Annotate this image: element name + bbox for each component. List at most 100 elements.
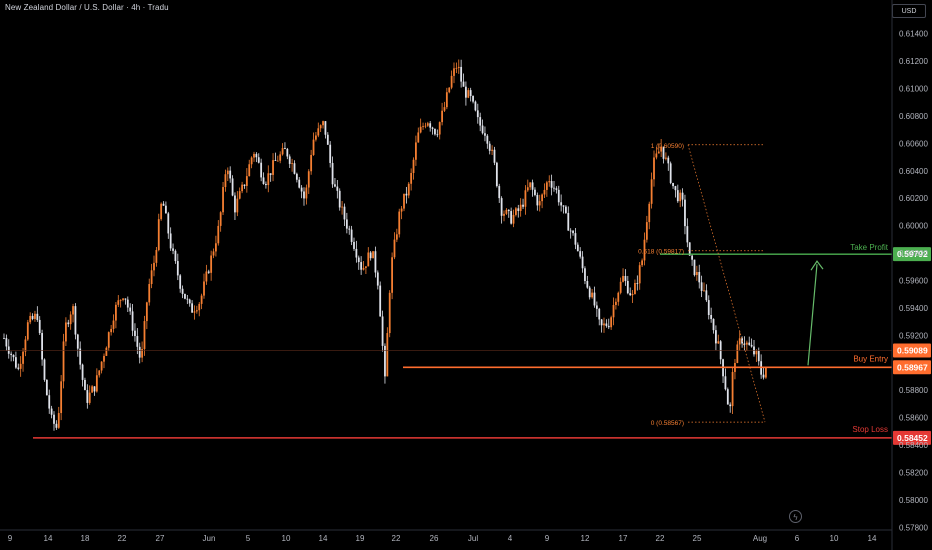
lightning-icon[interactable]: ϟ xyxy=(789,510,802,523)
time-axis: 9 14 18 22 27 Jun 5 10 14 19 22 26 Jul 4 9 12 17 22 25 Aug 6… xyxy=(0,529,892,543)
candle-body xyxy=(286,148,289,157)
stop-loss-price-tag xyxy=(893,430,931,445)
candle-body xyxy=(324,121,327,135)
y-tick-label: 0.59400 xyxy=(899,304,928,313)
candle-body xyxy=(457,66,460,68)
candle-body xyxy=(603,323,605,326)
candle-body xyxy=(236,198,239,213)
y-tick-label: 0.58800 xyxy=(899,386,928,395)
candle-body xyxy=(472,95,474,102)
candle-body xyxy=(360,262,363,270)
candle-body xyxy=(115,304,117,321)
candle-body xyxy=(393,239,396,258)
x-tick-label: 10 xyxy=(830,534,839,543)
candle-body xyxy=(600,319,603,326)
candle-body xyxy=(326,134,329,145)
candle-body xyxy=(117,300,120,305)
candle-body xyxy=(303,191,305,199)
candle-body xyxy=(424,125,427,127)
candle-body xyxy=(98,370,101,376)
x-tick-label: 9 xyxy=(545,534,550,543)
candle-body xyxy=(95,375,98,392)
candle-body xyxy=(526,187,529,191)
candle-body xyxy=(438,122,441,135)
candle-body xyxy=(615,301,617,305)
x-tick-label: 5 xyxy=(246,534,251,543)
candle-body xyxy=(36,313,39,320)
current-price-tag xyxy=(893,343,931,358)
y-tick-label: 0.59600 xyxy=(899,276,928,285)
candle-body xyxy=(317,128,320,136)
candle-body xyxy=(26,322,29,340)
candle-body xyxy=(445,92,448,108)
candle-body xyxy=(191,303,193,313)
x-tick-label: 10 xyxy=(282,534,291,543)
candle-body xyxy=(400,208,403,212)
y-tick-label: 0.57800 xyxy=(899,523,928,532)
candle-body xyxy=(726,389,729,405)
candle-body xyxy=(584,268,586,282)
y-tick-label: 0.60000 xyxy=(899,222,928,231)
candle-body xyxy=(260,162,263,178)
candle-body xyxy=(224,174,227,188)
candle-body xyxy=(372,251,374,259)
candle-body xyxy=(265,183,267,186)
candle-body xyxy=(203,281,205,296)
candle-body xyxy=(293,163,296,174)
candle-body xyxy=(541,194,543,202)
candle-body xyxy=(643,239,646,261)
candle-body xyxy=(529,182,532,188)
candle-body xyxy=(712,318,715,331)
x-tick-label: 25 xyxy=(693,534,702,543)
candle-body xyxy=(381,316,384,346)
candle-body xyxy=(257,157,260,163)
chart-title: New Zealand Dollar / U.S. Dollar · 4h · … xyxy=(5,3,169,12)
candle-body xyxy=(410,173,413,184)
candle-body xyxy=(126,299,129,308)
candle-body xyxy=(415,142,417,160)
candle-body xyxy=(369,252,372,259)
candle-body xyxy=(548,181,551,183)
candle-body xyxy=(724,376,727,390)
candle-body xyxy=(534,189,536,195)
candle-body xyxy=(69,314,72,325)
candle-body xyxy=(624,275,627,281)
candle-body xyxy=(284,148,286,149)
candle-body xyxy=(667,157,670,164)
candle-body xyxy=(38,319,41,334)
candle-body xyxy=(636,283,639,284)
candle-body xyxy=(200,295,203,304)
candle-body xyxy=(453,68,455,76)
candle-body xyxy=(162,203,165,206)
y-tick-label: 0.58600 xyxy=(899,414,928,423)
candle-body xyxy=(24,339,27,352)
candle-body xyxy=(498,186,501,199)
candle-body xyxy=(231,178,234,196)
candle-body xyxy=(693,259,696,276)
candle-body xyxy=(626,280,629,294)
candle-body xyxy=(757,350,760,362)
candle-body xyxy=(638,265,641,284)
candle-body xyxy=(188,299,191,304)
current-price-tag-label: 0.59089 xyxy=(897,346,928,356)
candle-body xyxy=(634,283,636,295)
candle-body xyxy=(281,148,284,155)
candle-body xyxy=(141,349,143,358)
candle-body xyxy=(169,233,172,249)
candle-body xyxy=(122,298,124,300)
buy-entry-price-tag xyxy=(893,360,931,375)
candle-body xyxy=(736,344,739,363)
candle-body xyxy=(81,364,84,380)
candle-body xyxy=(319,125,322,129)
candle-body xyxy=(569,230,572,232)
candle-body xyxy=(765,367,767,378)
x-tick-label: 18 xyxy=(81,534,90,543)
candle-body xyxy=(422,126,424,128)
candle-body xyxy=(255,153,258,158)
candle-body xyxy=(279,154,282,161)
candle-body xyxy=(698,272,701,283)
candle-body xyxy=(519,204,522,211)
candle-body xyxy=(307,171,310,188)
candle-body xyxy=(645,222,648,240)
